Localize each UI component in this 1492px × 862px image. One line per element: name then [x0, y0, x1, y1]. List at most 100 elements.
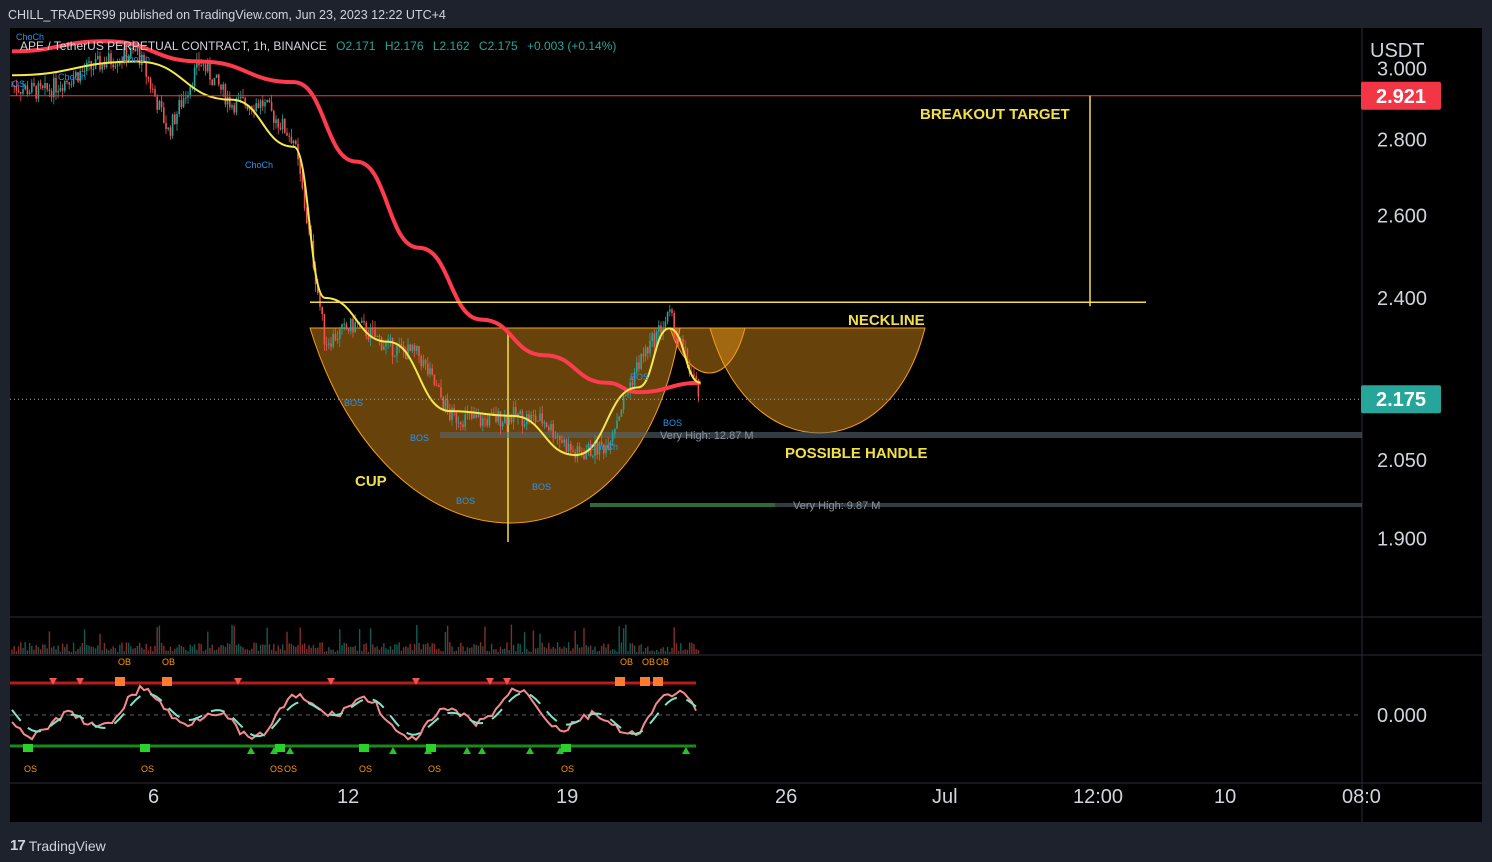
time-tick-label: 26	[775, 786, 797, 808]
volume-bar	[631, 643, 634, 654]
volume-bar	[660, 648, 662, 654]
volume-bar	[185, 649, 187, 654]
oscillator-markers	[23, 677, 690, 754]
candle-body	[336, 338, 339, 341]
volume-bar	[671, 647, 673, 654]
candle-body	[561, 440, 563, 443]
volume-bar	[695, 649, 697, 654]
candle-body	[35, 85, 37, 99]
candle-body	[112, 64, 114, 68]
candle-body	[482, 418, 484, 426]
candle-body	[598, 441, 601, 455]
volume-bar	[552, 646, 554, 654]
legend-close: C2.175	[479, 39, 518, 53]
volume-bar	[61, 643, 64, 654]
volume-bar	[416, 625, 418, 654]
volume-bar	[204, 649, 207, 654]
candle-body	[286, 132, 288, 136]
volume-bar	[374, 647, 376, 654]
price-axis[interactable]: USDT 3.000 2.800 2.600 2.400 2.050 1.900 2.92…	[1361, 40, 1441, 550]
volume-bar	[627, 651, 629, 654]
volume-bar	[669, 651, 671, 654]
bos-label: BOS	[410, 433, 429, 443]
candle-body	[114, 65, 117, 68]
candle-body	[222, 84, 224, 90]
volume-histogram	[11, 624, 700, 654]
target-price-badge-bg	[1361, 81, 1441, 110]
candle-body	[614, 428, 616, 434]
volume-bar	[350, 646, 352, 654]
volume-bar	[526, 648, 528, 654]
candle-body	[411, 345, 414, 351]
candle-body	[218, 74, 220, 85]
volume-bar	[189, 644, 191, 654]
candle-body	[592, 455, 594, 457]
ob-label: OB	[620, 657, 633, 667]
candle-body	[321, 306, 323, 314]
volume-bar	[510, 624, 513, 654]
volume-bar	[435, 649, 438, 654]
price-tick-label: 1.900	[1377, 528, 1427, 550]
price-tick-label: 2.050	[1377, 450, 1427, 472]
candle-body	[57, 90, 59, 93]
candle-body	[636, 362, 638, 373]
candle-body	[143, 54, 145, 62]
candle-body	[352, 318, 354, 333]
volume-bar	[26, 650, 29, 654]
volume-bar	[506, 642, 508, 654]
volume-bar	[691, 642, 693, 654]
buy-marker	[463, 747, 471, 754]
candle-body	[396, 345, 398, 356]
candle-body	[237, 97, 240, 99]
candle-body	[497, 411, 499, 422]
candle-body	[413, 345, 416, 351]
footer-brand[interactable]: 17 TradingView	[10, 837, 106, 854]
volume-bar	[284, 650, 286, 654]
candle-body	[369, 327, 372, 340]
candle-body	[550, 423, 552, 431]
volume-bar	[138, 642, 141, 654]
volume-bar	[682, 650, 684, 654]
volume-profile-bar	[590, 503, 775, 507]
volume-bar	[114, 648, 117, 654]
candle-body	[655, 331, 658, 347]
volume-bar	[288, 643, 290, 654]
candle-body	[559, 436, 561, 441]
volume-bar	[347, 646, 350, 654]
candle-body	[374, 329, 376, 338]
bos-label: BOS	[532, 482, 551, 492]
candle-body	[660, 325, 662, 334]
volume-bar	[504, 648, 506, 654]
candle-body	[618, 416, 620, 421]
sell-marker	[486, 678, 494, 685]
candle-body	[262, 100, 264, 107]
candle-body	[15, 86, 18, 91]
candle-body	[50, 91, 53, 98]
sell-marker	[234, 678, 242, 685]
target-price-value: 2.921	[1376, 86, 1426, 108]
time-axis[interactable]: 6 12 19 26 Jul 12:00 10 08:0	[148, 786, 1381, 808]
volume-bar	[240, 646, 242, 654]
volume-bar	[345, 643, 348, 654]
bos-label: BOS	[663, 418, 682, 428]
volume-bar	[545, 648, 548, 654]
volume-bar	[72, 642, 75, 654]
volume-bar	[44, 644, 46, 654]
candle-body	[163, 107, 165, 124]
candle-body	[565, 439, 568, 452]
volume-bar	[387, 649, 389, 654]
candle-body	[246, 105, 249, 110]
volume-bar	[211, 644, 213, 654]
volume-bar	[28, 642, 31, 654]
candle-body	[572, 450, 574, 452]
candle-body	[673, 313, 675, 337]
oscillator-signal-line	[11, 691, 697, 738]
chart-frame[interactable]: Very High: 12.87 M Very High: 9.87 M BRE…	[10, 28, 1482, 822]
candle-body	[407, 344, 409, 360]
candle-body	[134, 48, 136, 51]
volume-bar	[39, 649, 42, 654]
candle-body	[519, 410, 521, 414]
candle-body	[548, 426, 550, 431]
volume-bar	[158, 625, 161, 654]
chart-canvas[interactable]: Very High: 12.87 M Very High: 9.87 M BRE…	[10, 28, 1482, 822]
